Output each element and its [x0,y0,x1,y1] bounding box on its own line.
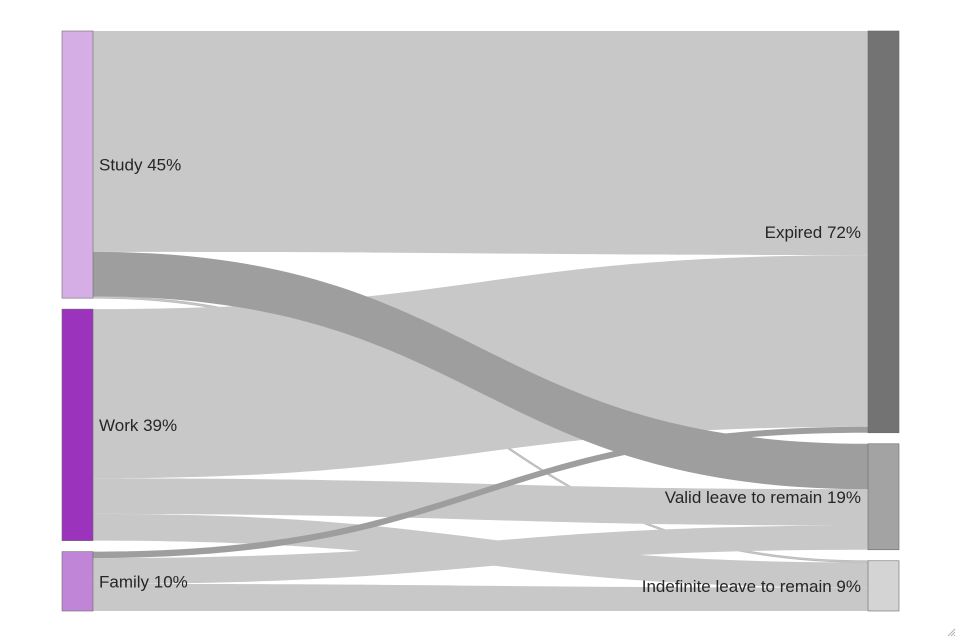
link-family-to-valid[interactable] [93,525,868,584]
node-label-family: Family 10% [99,572,188,591]
node-work[interactable] [61,308,94,541]
node-expired[interactable] [867,30,900,434]
links-layer [92,31,869,611]
node-family[interactable] [61,551,94,612]
node-label-expired: Expired 72% [765,223,861,242]
node-study[interactable] [61,30,94,299]
node-valid[interactable] [867,443,900,551]
node-label-indefinite: Indefinite leave to remain 9% [642,577,861,596]
link-study-to-valid[interactable] [93,251,868,490]
link-family-to-indefinite[interactable] [93,583,868,611]
link-work-to-valid[interactable] [93,478,868,526]
nodes-layer [61,30,900,612]
node-label-valid: Valid leave to remain 19% [665,488,861,507]
resize-grip-icon[interactable] [946,627,956,637]
node-indefinite[interactable] [867,560,900,612]
link-family-to-expired[interactable] [93,426,868,559]
node-label-study: Study 45% [99,156,181,175]
labels-layer: Study 45% Work 39% Family 10% Expired 72% Va… [99,156,861,596]
node-label-work: Work 39% [99,416,177,435]
link-study-to-expired[interactable] [93,31,868,256]
